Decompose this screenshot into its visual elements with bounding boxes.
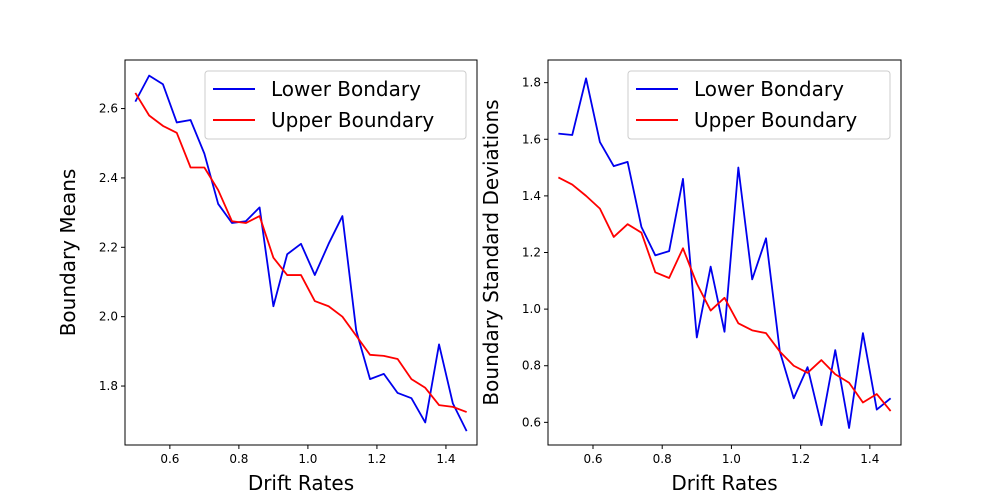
y-tick-label: 2.2: [99, 240, 118, 254]
legend: Lower Bondary Upper Boundary: [204, 70, 467, 140]
x-tick-label: 1.2: [367, 452, 386, 466]
y-axis-label: Boundary Standard Deviations: [479, 99, 503, 405]
legend: Lower Bondary Upper Boundary: [627, 70, 891, 140]
y-tick-label: 1.6: [522, 132, 541, 146]
y-tick-label: 1.8: [99, 379, 118, 393]
x-tick-label: 0.6: [160, 452, 179, 466]
right-panel-boundary-std: 0.6 0.8 1.0 1.2 1.4 0.6 0.8 1.0 1.2 1.4 1.6 1.8 Drif…: [479, 59, 902, 495]
x-axis-label: Drift Rates: [248, 471, 354, 495]
x-tick-label: 1.2: [791, 452, 810, 466]
y-axis-label: Boundary Means: [56, 169, 80, 337]
left-panel-boundary-means: 0.6 0.8 1.0 1.2 1.4 1.8 2.0 2.2 2.4 2.6 Drift Rate…: [56, 59, 478, 495]
y-tick-label: 2.6: [99, 102, 118, 116]
y-tick-label: 2.0: [99, 310, 118, 324]
legend-entry-label: Upper Boundary: [271, 108, 434, 132]
legend-box: [204, 70, 467, 140]
series-line-lower: [134, 74, 468, 432]
axes-frame: [124, 59, 478, 446]
x-tick-label: 1.0: [722, 452, 741, 466]
y-tick-label: 0.6: [522, 415, 541, 429]
x-tick-label: 1.4: [436, 452, 455, 466]
series-line-upper: [134, 92, 467, 413]
x-tick-label: 1.4: [860, 452, 879, 466]
legend-box: [627, 70, 891, 140]
x-tick-label: 1.0: [298, 452, 317, 466]
y-tick-label: 1.0: [522, 302, 541, 316]
x-tick-label: 0.6: [583, 452, 602, 466]
y-tick-label: 1.4: [522, 189, 541, 203]
legend-entry-label: Lower Bondary: [271, 77, 421, 101]
legend-entry-label: Lower Bondary: [694, 77, 844, 101]
y-tick-label: 2.4: [99, 171, 118, 185]
x-tick-label: 0.8: [653, 452, 672, 466]
y-tick-label: 0.8: [522, 359, 541, 373]
x-axis-label: Drift Rates: [671, 471, 777, 495]
legend-entry-label: Upper Boundary: [694, 108, 857, 132]
x-tick-label: 0.8: [229, 452, 248, 466]
y-tick-label: 1.2: [522, 246, 541, 260]
series-line-upper: [557, 176, 892, 412]
series-line-lower: [558, 77, 892, 429]
y-tick-label: 1.8: [522, 76, 541, 90]
